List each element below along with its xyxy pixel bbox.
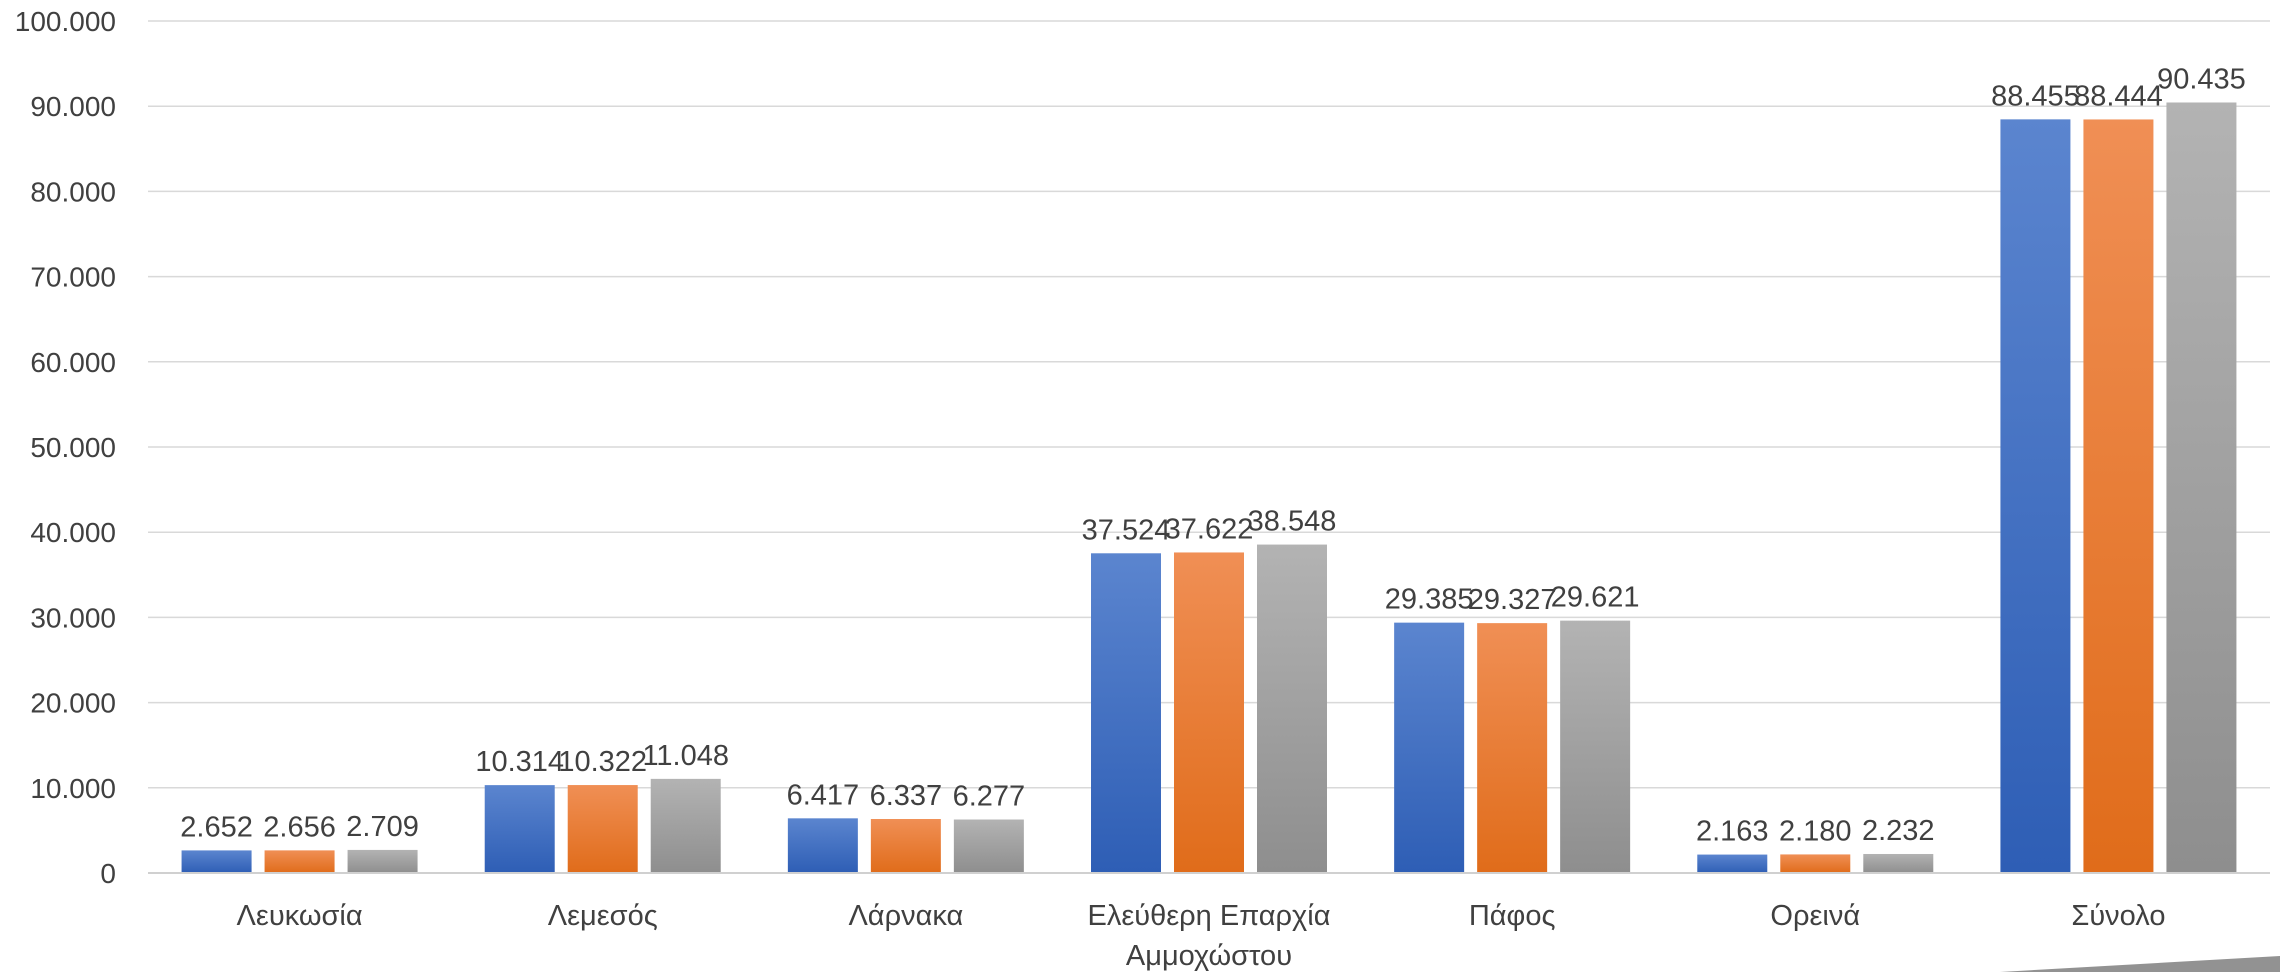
x-category-label: Λάρνακα	[848, 900, 963, 932]
x-category-label: Ορεινά	[1770, 900, 1860, 932]
x-category-label: Σύνολο	[2071, 900, 2165, 932]
x-category-label: Πάφος	[1469, 900, 1556, 932]
bars	[181, 102, 2237, 874]
data-label: 29.385	[1385, 584, 1474, 616]
data-label: 2.709	[346, 811, 419, 843]
data-label: 2.652	[180, 811, 253, 843]
data-label: 10.314	[475, 746, 564, 778]
data-label: 88.455	[1991, 80, 2080, 112]
y-tick-label: 50.000	[30, 432, 116, 463]
x-category-label: Λεμεσός	[548, 900, 658, 932]
y-tick-label: 20.000	[30, 688, 116, 719]
bar	[1257, 544, 1327, 873]
data-label: 29.621	[1551, 582, 1640, 614]
y-axis-tick-labels: 0 10.000 20.000 30.000 40.000 50.000 60.000 70.…	[15, 6, 116, 889]
y-tick-label: 90.000	[30, 91, 116, 122]
data-label: 11.048	[642, 740, 729, 772]
bar	[1697, 854, 1768, 873]
bar	[347, 849, 418, 873]
bar	[264, 850, 335, 873]
data-label: 6.337	[870, 780, 943, 812]
bar	[1780, 854, 1851, 873]
x-category-label: Αμμοχώστου	[1126, 940, 1292, 972]
data-label: 38.548	[1248, 506, 1337, 538]
bar	[870, 819, 941, 873]
corner-decoration	[2000, 956, 2280, 972]
data-label: 6.417	[787, 779, 860, 811]
y-tick-label: 70.000	[30, 262, 116, 293]
data-label: 29.327	[1468, 584, 1557, 616]
data-label: 37.622	[1165, 513, 1254, 545]
bar	[567, 785, 638, 873]
data-label: 6.277	[953, 781, 1026, 813]
bar	[650, 778, 721, 873]
bar	[484, 785, 555, 873]
y-tick-label: 60.000	[30, 347, 116, 378]
data-label: 2.163	[1696, 816, 1769, 848]
bar	[2083, 119, 2154, 873]
data-label: 2.180	[1779, 815, 1852, 847]
bar	[1091, 553, 1161, 873]
gridlines	[148, 20, 2270, 789]
y-tick-label: 10.000	[30, 773, 116, 804]
bar	[181, 850, 252, 873]
bar	[787, 818, 858, 873]
y-tick-label: 100.000	[15, 6, 116, 37]
x-category-label: Λευκωσία	[237, 900, 363, 932]
y-tick-label: 0	[100, 858, 116, 889]
bar	[1863, 853, 1934, 873]
data-label: 2.656	[263, 811, 336, 843]
data-label: 88.444	[2074, 80, 2163, 112]
data-label: 90.435	[2157, 63, 2246, 95]
x-category-label: Ελεύθερη Επαρχία	[1087, 900, 1330, 932]
data-label: 37.524	[1082, 514, 1171, 546]
bar	[1394, 622, 1465, 873]
bar	[953, 819, 1024, 873]
data-label: 10.322	[558, 746, 647, 778]
y-tick-label: 80.000	[30, 176, 116, 207]
bar	[1560, 620, 1631, 873]
bar	[2000, 119, 2071, 873]
y-tick-label: 40.000	[30, 517, 116, 548]
bar	[2166, 102, 2237, 874]
y-tick-label: 30.000	[30, 602, 116, 633]
x-axis-category-labels: Λευκωσία Λεμεσός Λάρνακα Ελεύθερη Επαρχία Αμ…	[237, 900, 2166, 972]
bar	[1477, 623, 1548, 873]
bar	[1174, 552, 1244, 873]
data-label: 2.232	[1862, 815, 1935, 847]
